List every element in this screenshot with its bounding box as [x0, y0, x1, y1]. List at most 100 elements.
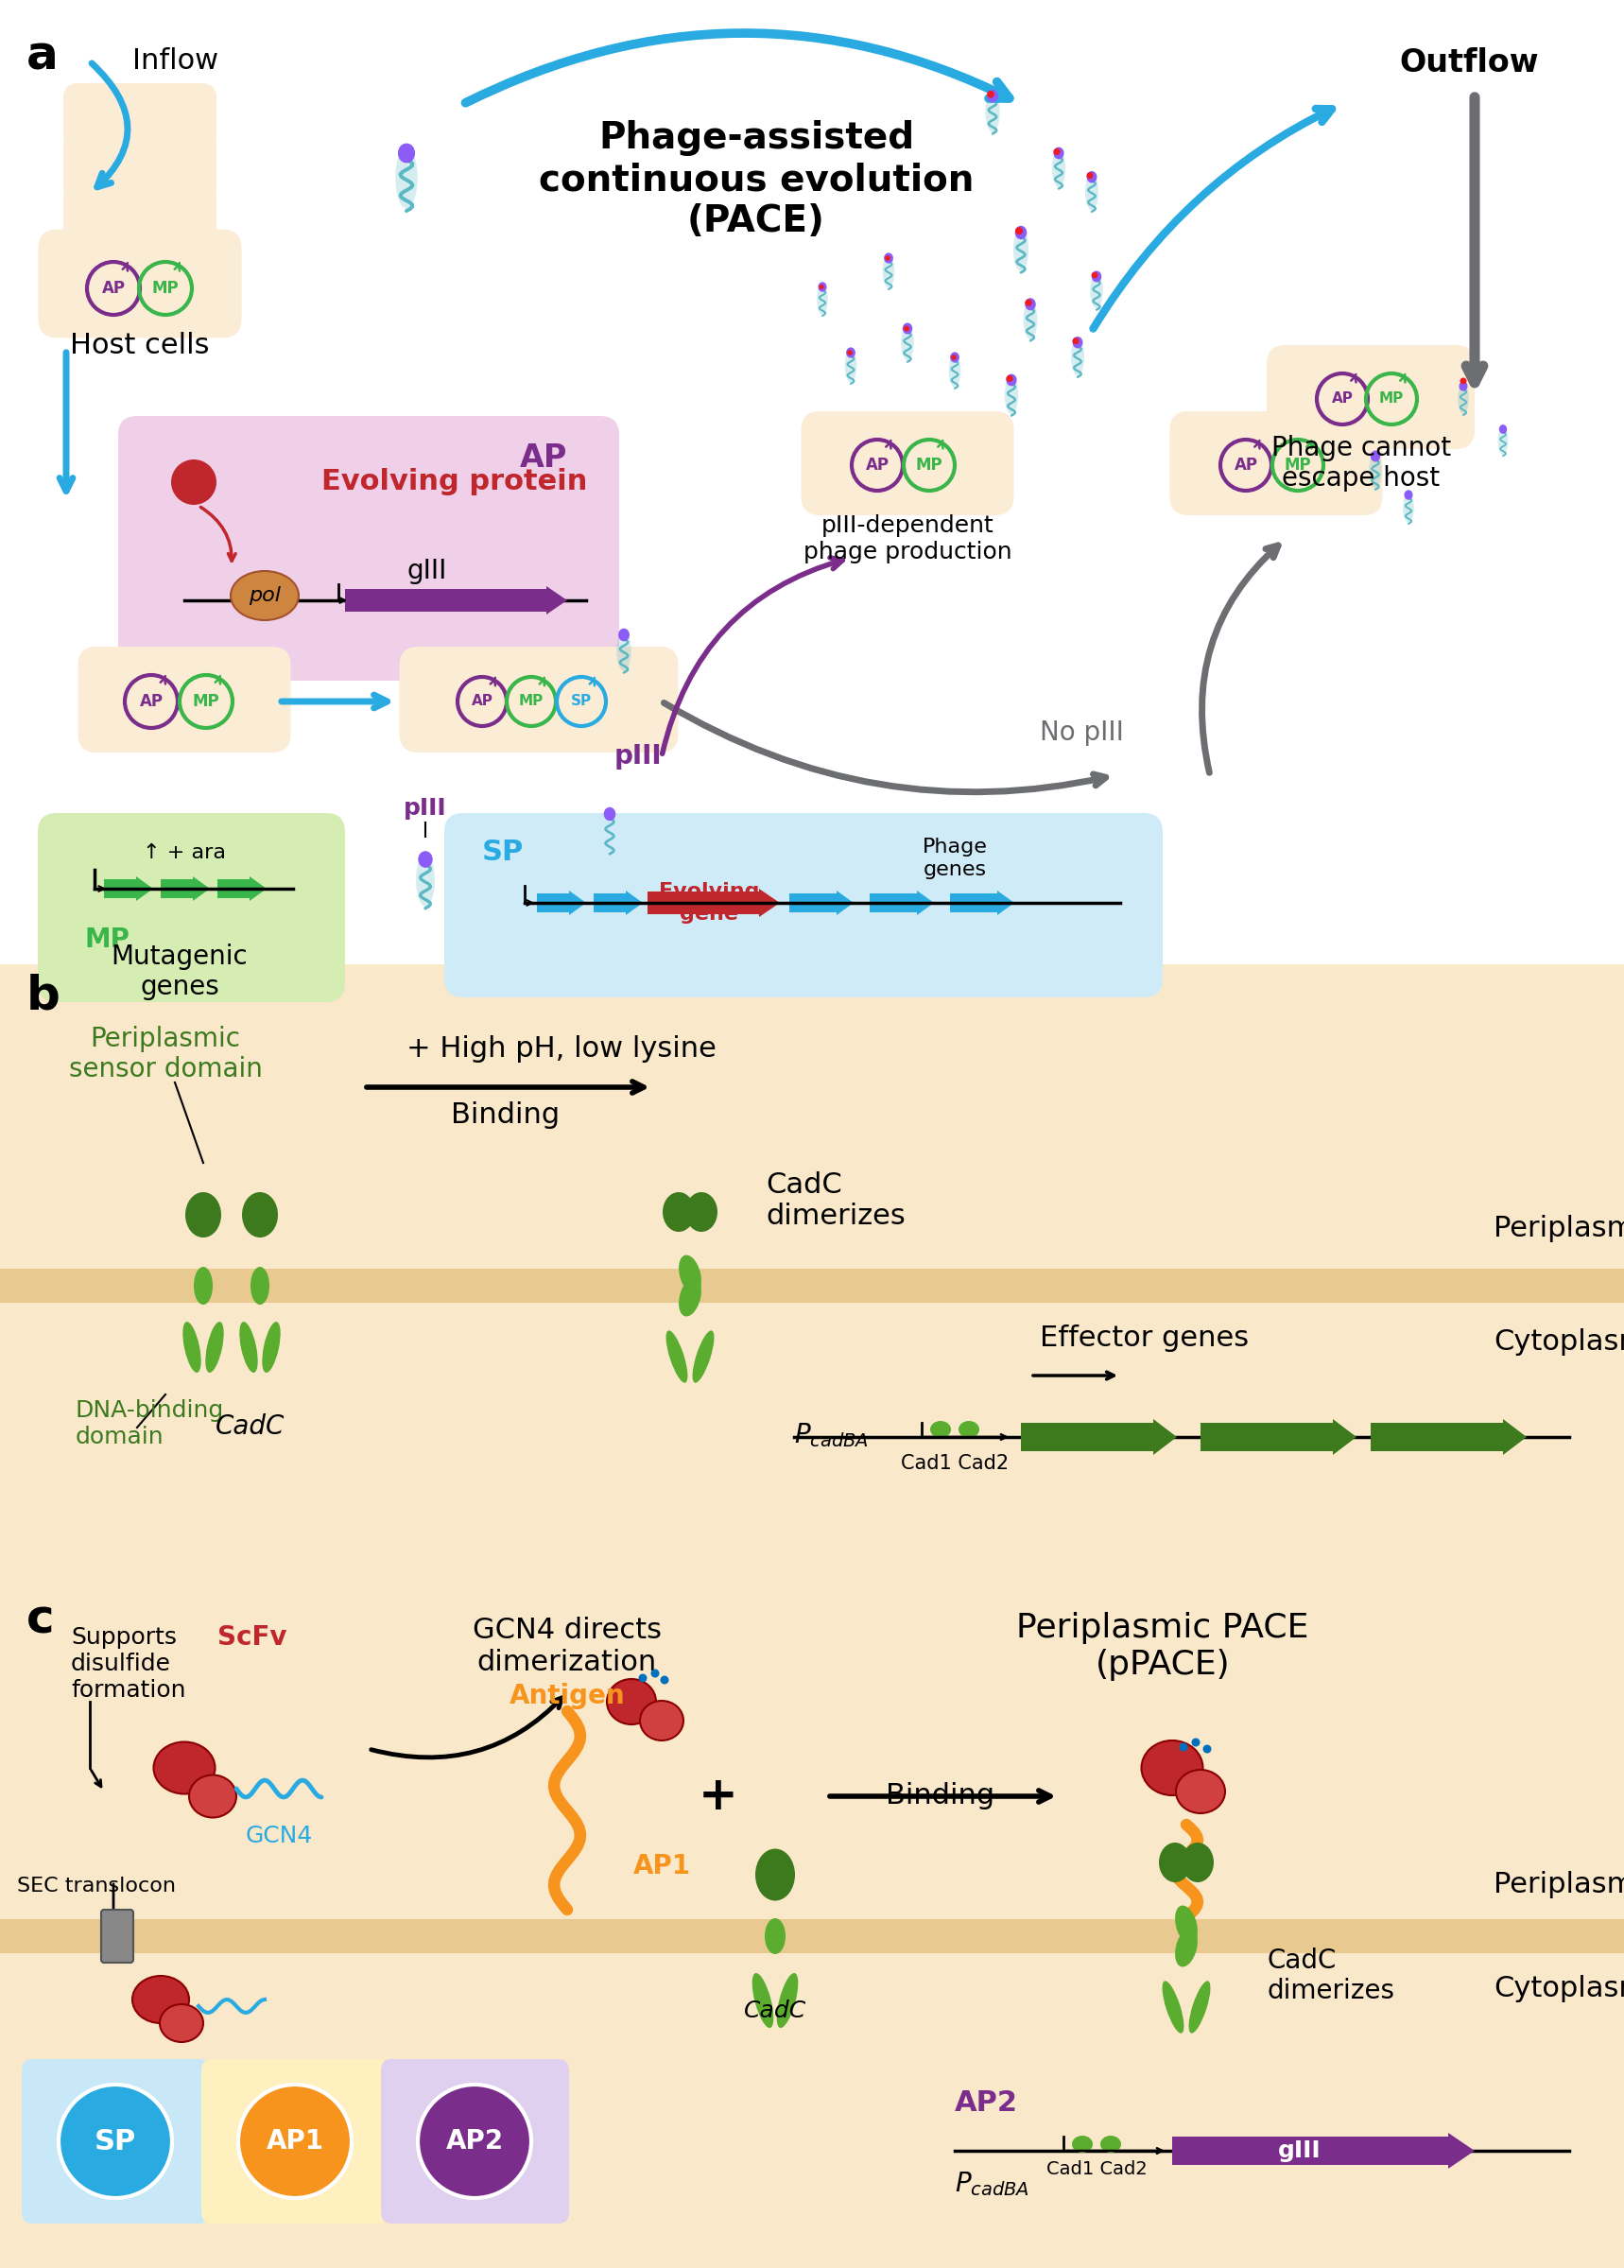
Ellipse shape — [1070, 338, 1085, 376]
Ellipse shape — [1163, 1980, 1184, 2032]
Ellipse shape — [1025, 297, 1036, 311]
FancyArrow shape — [789, 891, 854, 916]
Ellipse shape — [617, 631, 632, 671]
Text: Phage
genes: Phage genes — [922, 837, 987, 878]
Text: Effector genes: Effector genes — [1039, 1325, 1249, 1352]
Ellipse shape — [882, 254, 895, 288]
Text: Cad1 Cad2: Cad1 Cad2 — [1046, 2159, 1147, 2177]
Ellipse shape — [417, 850, 432, 869]
FancyBboxPatch shape — [400, 646, 679, 753]
Ellipse shape — [1015, 227, 1026, 240]
Text: Periplasmic PACE
(pPACE): Periplasmic PACE (pPACE) — [1017, 1613, 1309, 1681]
Text: pIII: pIII — [614, 744, 663, 769]
Ellipse shape — [1405, 490, 1413, 499]
Ellipse shape — [638, 1674, 646, 1683]
Text: AP: AP — [866, 456, 888, 474]
Text: Phage cannot
escape host: Phage cannot escape host — [1272, 435, 1452, 492]
Ellipse shape — [818, 281, 827, 293]
FancyBboxPatch shape — [0, 964, 1624, 1588]
Ellipse shape — [1023, 299, 1038, 340]
Ellipse shape — [1005, 376, 1018, 415]
Text: MP: MP — [1285, 456, 1312, 474]
Ellipse shape — [931, 1422, 952, 1438]
Text: pol: pol — [248, 585, 281, 606]
FancyArrow shape — [104, 875, 153, 900]
Ellipse shape — [817, 284, 828, 315]
Ellipse shape — [651, 1669, 659, 1678]
Text: pIII-dependent
phage production: pIII-dependent phage production — [804, 515, 1012, 562]
Ellipse shape — [950, 352, 960, 363]
FancyBboxPatch shape — [801, 411, 1013, 515]
Circle shape — [58, 2084, 172, 2198]
Ellipse shape — [1458, 381, 1468, 390]
Ellipse shape — [184, 1322, 201, 1372]
Text: Phage-assisted
continuous evolution
(PACE): Phage-assisted continuous evolution (PAC… — [539, 120, 974, 238]
Ellipse shape — [679, 1254, 702, 1293]
Ellipse shape — [885, 256, 890, 261]
Ellipse shape — [607, 1678, 656, 1724]
FancyArrow shape — [1371, 1420, 1527, 1456]
Ellipse shape — [205, 1322, 224, 1372]
Ellipse shape — [398, 143, 416, 163]
Ellipse shape — [846, 347, 856, 358]
Ellipse shape — [604, 807, 615, 821]
Ellipse shape — [231, 572, 299, 619]
FancyBboxPatch shape — [382, 2059, 568, 2223]
Ellipse shape — [1176, 1928, 1197, 1966]
Text: b: b — [26, 973, 60, 1018]
Ellipse shape — [239, 1322, 258, 1372]
Ellipse shape — [666, 1331, 687, 1383]
Ellipse shape — [1072, 336, 1083, 349]
Ellipse shape — [1086, 170, 1096, 184]
FancyBboxPatch shape — [21, 2059, 209, 2223]
Text: MP: MP — [153, 279, 179, 297]
Ellipse shape — [154, 1742, 214, 1794]
Text: AP: AP — [140, 694, 162, 710]
Ellipse shape — [1182, 1842, 1213, 1882]
Ellipse shape — [188, 1776, 237, 1817]
Text: Evolving protein: Evolving protein — [322, 469, 588, 497]
Ellipse shape — [948, 354, 961, 388]
Text: AP: AP — [520, 442, 567, 474]
FancyBboxPatch shape — [37, 812, 344, 1002]
Ellipse shape — [1142, 1740, 1203, 1796]
Text: Periplasm: Periplasm — [1494, 1216, 1624, 1243]
Ellipse shape — [987, 88, 999, 102]
Text: MP: MP — [193, 694, 219, 710]
Ellipse shape — [640, 1701, 684, 1740]
Ellipse shape — [395, 147, 417, 209]
Ellipse shape — [159, 2005, 203, 2041]
Text: Periplasm: Periplasm — [1494, 1871, 1624, 1898]
Ellipse shape — [1007, 374, 1013, 381]
Ellipse shape — [193, 1268, 213, 1304]
Text: Mutagenic
genes: Mutagenic genes — [110, 943, 248, 1000]
Text: SEC translocon: SEC translocon — [16, 1876, 175, 1896]
Ellipse shape — [1052, 150, 1065, 188]
Text: SP: SP — [482, 839, 525, 866]
Text: AP: AP — [471, 694, 494, 708]
Ellipse shape — [416, 855, 435, 907]
FancyBboxPatch shape — [1267, 345, 1475, 449]
Ellipse shape — [619, 628, 630, 642]
Text: GCN4 directs
dimerization: GCN4 directs dimerization — [473, 1617, 661, 1676]
FancyBboxPatch shape — [201, 2059, 390, 2223]
FancyArrow shape — [870, 891, 934, 916]
Text: Outflow: Outflow — [1398, 48, 1538, 79]
Bar — [0, 1268, 1624, 1302]
Circle shape — [417, 2084, 531, 2198]
Text: AP: AP — [1234, 456, 1257, 474]
Ellipse shape — [1090, 272, 1103, 308]
Ellipse shape — [663, 1193, 695, 1232]
Ellipse shape — [1054, 147, 1064, 159]
Ellipse shape — [603, 810, 617, 853]
Ellipse shape — [986, 93, 1000, 132]
Ellipse shape — [1015, 227, 1023, 234]
Ellipse shape — [1179, 1742, 1187, 1751]
Ellipse shape — [1054, 147, 1060, 154]
Text: Supports
disulfide
formation: Supports disulfide formation — [71, 1626, 185, 1701]
Text: Evolving
gene: Evolving gene — [659, 882, 760, 923]
Ellipse shape — [1203, 1744, 1212, 1753]
FancyArrow shape — [538, 891, 586, 916]
Text: Antigen: Antigen — [510, 1683, 625, 1710]
Text: Inflow: Inflow — [132, 48, 219, 75]
